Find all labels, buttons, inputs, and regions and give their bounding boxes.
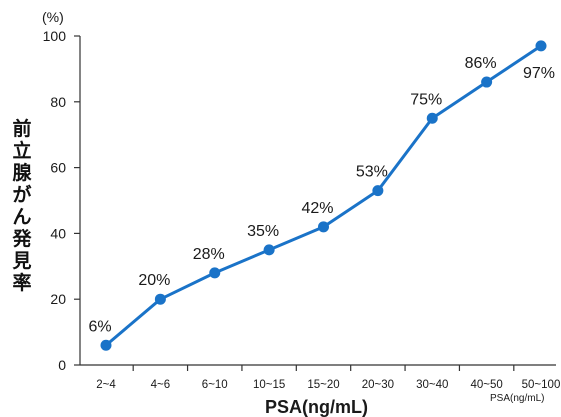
series-line — [105, 44, 542, 347]
x-tick-label: 30~40 — [416, 379, 448, 391]
data-point — [426, 112, 438, 124]
data-point — [209, 267, 221, 279]
data-label: 28% — [193, 246, 225, 263]
data-point — [481, 76, 493, 88]
y-axis-ticks: 0 20 40 60 80 100 — [43, 28, 80, 373]
y-axis-title-char: ん — [12, 206, 31, 228]
y-tick-label: 40 — [50, 225, 66, 241]
y-axis-title-char: 腺 — [11, 161, 32, 184]
x-tick-label: 4~6 — [151, 379, 171, 391]
data-labels: 6% 20% 28% 35% 42% 53% 75% 86% 97% — [88, 55, 555, 335]
y-tick-label: 80 — [50, 94, 66, 110]
x-axis-ticks: 2~4 4~6 6~10 10~15 15~20 20~30 30~40 40~50 50~10… — [96, 365, 560, 391]
data-points — [100, 40, 547, 351]
x-axis-title: PSA(ng/mL) — [265, 397, 368, 417]
y-tick-label: 20 — [50, 291, 66, 307]
data-point — [535, 40, 547, 52]
data-point — [318, 221, 329, 233]
y-axis-title-char: 前 — [12, 117, 31, 140]
y-axis-title-char: 発 — [11, 227, 32, 250]
x-axis-unit-note: PSA(ng/mL) — [490, 393, 544, 404]
y-axis-title-char: 率 — [12, 271, 31, 294]
y-axis-title-char: 見 — [12, 250, 31, 272]
data-label: 86% — [465, 55, 497, 72]
data-point — [100, 339, 112, 351]
x-tick-label: 50~100 — [522, 379, 561, 391]
y-axis-title-char: が — [12, 183, 31, 206]
x-tick-label: 20~30 — [362, 379, 394, 391]
data-point — [154, 293, 166, 305]
y-unit-label: (%) — [42, 9, 64, 25]
y-tick-label: 60 — [50, 160, 66, 176]
data-point — [263, 244, 275, 256]
data-label: 20% — [138, 272, 170, 289]
y-axis-unit: (%) — [42, 9, 64, 25]
data-label: 75% — [410, 91, 442, 108]
data-label: 42% — [301, 200, 333, 217]
x-tick-label: 2~4 — [96, 379, 116, 391]
x-tick-label: 10~15 — [253, 379, 285, 391]
data-point — [372, 185, 384, 197]
data-label: 6% — [88, 318, 111, 335]
y-tick-label: 100 — [43, 28, 67, 44]
data-label: 35% — [247, 223, 279, 240]
y-tick-label: 0 — [58, 357, 66, 373]
data-label: 53% — [356, 164, 388, 181]
y-axis-title-char: 立 — [12, 139, 31, 162]
x-tick-label: 15~20 — [307, 379, 339, 391]
x-tick-label: 40~50 — [470, 379, 502, 391]
x-tick-label: 6~10 — [202, 379, 228, 391]
data-label: 97% — [523, 65, 555, 82]
